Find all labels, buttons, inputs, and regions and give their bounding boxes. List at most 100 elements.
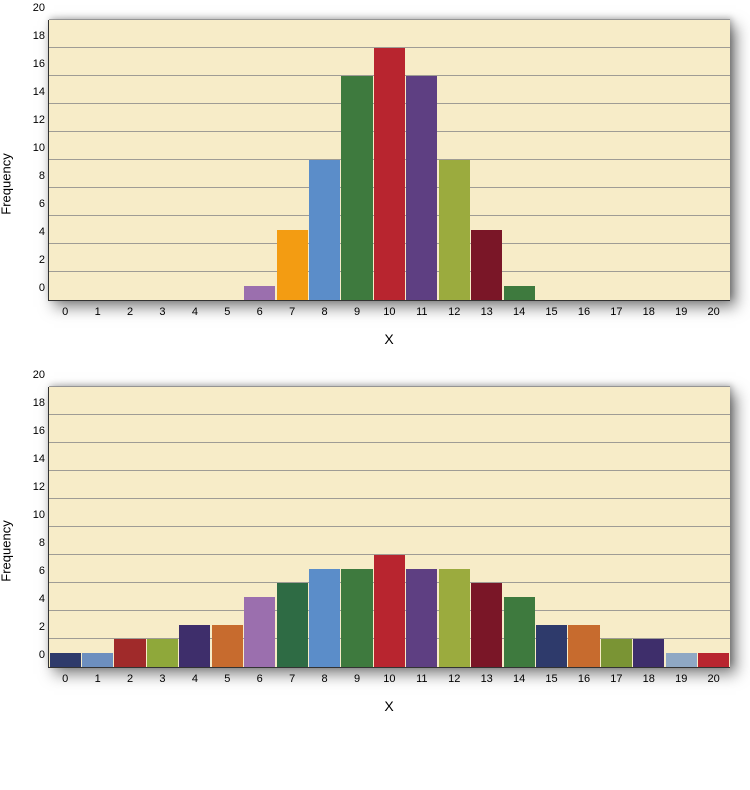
bar <box>439 160 470 300</box>
bar-slot: 9 <box>341 20 373 300</box>
bar-slot: 2 <box>114 387 146 667</box>
bar <box>309 569 340 667</box>
x-tick-label: 2 <box>127 306 133 318</box>
bar-slot: 9 <box>341 387 373 667</box>
bar-slot: 6 <box>244 20 276 300</box>
chart-0: Frequency0246810121416182001234567891011… <box>10 20 740 347</box>
x-tick-label: 0 <box>62 673 68 685</box>
x-tick-label: 7 <box>289 673 295 685</box>
bar-slot: 3 <box>146 20 178 300</box>
bar-slot: 5 <box>211 387 243 667</box>
y-tick-label: 14 <box>19 86 45 98</box>
x-tick-label: 6 <box>257 306 263 318</box>
x-tick-label: 3 <box>159 673 165 685</box>
bar-slot: 13 <box>470 387 502 667</box>
y-tick-label: 4 <box>19 593 45 605</box>
bar <box>179 625 210 667</box>
bar <box>212 625 243 667</box>
bar-slot: 18 <box>633 387 665 667</box>
y-tick-label: 14 <box>19 453 45 465</box>
bar <box>471 230 502 300</box>
bar-slot: 19 <box>665 20 697 300</box>
bar <box>374 48 405 300</box>
bar-slot: 11 <box>406 20 438 300</box>
bars-row: 01234567891011121314151617181920 <box>49 20 730 300</box>
bar-slot: 20 <box>697 20 729 300</box>
x-tick-label: 4 <box>192 673 198 685</box>
x-tick-label: 15 <box>545 673 557 685</box>
bar <box>341 76 372 300</box>
bar-slot: 8 <box>308 20 340 300</box>
y-tick-label: 10 <box>19 142 45 154</box>
bar-slot: 12 <box>438 20 470 300</box>
y-tick-label: 6 <box>19 565 45 577</box>
bar-slot: 12 <box>438 387 470 667</box>
bar <box>244 597 275 667</box>
x-tick-label: 1 <box>95 306 101 318</box>
y-tick-label: 16 <box>19 58 45 70</box>
x-tick-label: 17 <box>610 673 622 685</box>
bar <box>439 569 470 667</box>
bar-slot: 5 <box>211 20 243 300</box>
bar-slot: 16 <box>568 20 600 300</box>
x-tick-label: 1 <box>95 673 101 685</box>
x-tick-label: 0 <box>62 306 68 318</box>
bar <box>536 625 567 667</box>
bar <box>277 230 308 300</box>
bar <box>406 569 437 667</box>
y-tick-label: 20 <box>19 369 45 381</box>
x-tick-label: 5 <box>224 306 230 318</box>
x-tick-label: 2 <box>127 673 133 685</box>
plot-area: 0246810121416182001234567891011121314151… <box>48 387 730 714</box>
x-tick-label: 14 <box>513 673 525 685</box>
chart-1: Frequency0246810121416182001234567891011… <box>10 387 740 714</box>
x-tick-label: 10 <box>383 673 395 685</box>
bar <box>504 597 535 667</box>
bar-slot: 0 <box>49 387 81 667</box>
x-axis-label: X <box>48 698 730 714</box>
plot: 0246810121416182001234567891011121314151… <box>48 387 730 668</box>
bar-slot: 17 <box>600 20 632 300</box>
x-tick-label: 10 <box>383 306 395 318</box>
bar-slot: 11 <box>406 387 438 667</box>
x-tick-label: 14 <box>513 306 525 318</box>
bar-slot: 7 <box>276 20 308 300</box>
x-tick-label: 11 <box>416 306 427 318</box>
x-tick-label: 3 <box>159 306 165 318</box>
x-tick-label: 20 <box>708 306 720 318</box>
x-tick-label: 13 <box>481 306 493 318</box>
plot-area: 0246810121416182001234567891011121314151… <box>48 20 730 347</box>
bar-slot: 15 <box>535 387 567 667</box>
x-tick-label: 12 <box>448 306 460 318</box>
bar-slot: 13 <box>470 20 502 300</box>
y-tick-label: 12 <box>19 481 45 493</box>
y-tick-label: 2 <box>19 254 45 266</box>
bar <box>82 653 113 667</box>
x-tick-label: 9 <box>354 673 360 685</box>
bar <box>633 639 664 667</box>
bar <box>698 653 729 667</box>
y-tick-label: 18 <box>19 397 45 409</box>
x-tick-label: 11 <box>416 673 427 685</box>
y-tick-label: 4 <box>19 226 45 238</box>
y-axis-label: Frequency <box>0 520 14 581</box>
x-tick-label: 16 <box>578 306 590 318</box>
bar-slot: 15 <box>535 20 567 300</box>
x-tick-label: 19 <box>675 673 687 685</box>
bar <box>374 555 405 667</box>
y-tick-label: 8 <box>19 170 45 182</box>
bar <box>341 569 372 667</box>
bar <box>504 286 535 300</box>
bar-slot: 17 <box>600 387 632 667</box>
x-tick-label: 20 <box>708 673 720 685</box>
y-tick-label: 16 <box>19 425 45 437</box>
plot: 0246810121416182001234567891011121314151… <box>48 20 730 301</box>
bar-slot: 1 <box>81 20 113 300</box>
bar-slot: 19 <box>665 387 697 667</box>
bar <box>309 160 340 300</box>
x-axis-label: X <box>48 331 730 347</box>
bar-slot: 6 <box>244 387 276 667</box>
y-tick-label: 20 <box>19 2 45 14</box>
bar-slot: 16 <box>568 387 600 667</box>
bar <box>50 653 81 667</box>
